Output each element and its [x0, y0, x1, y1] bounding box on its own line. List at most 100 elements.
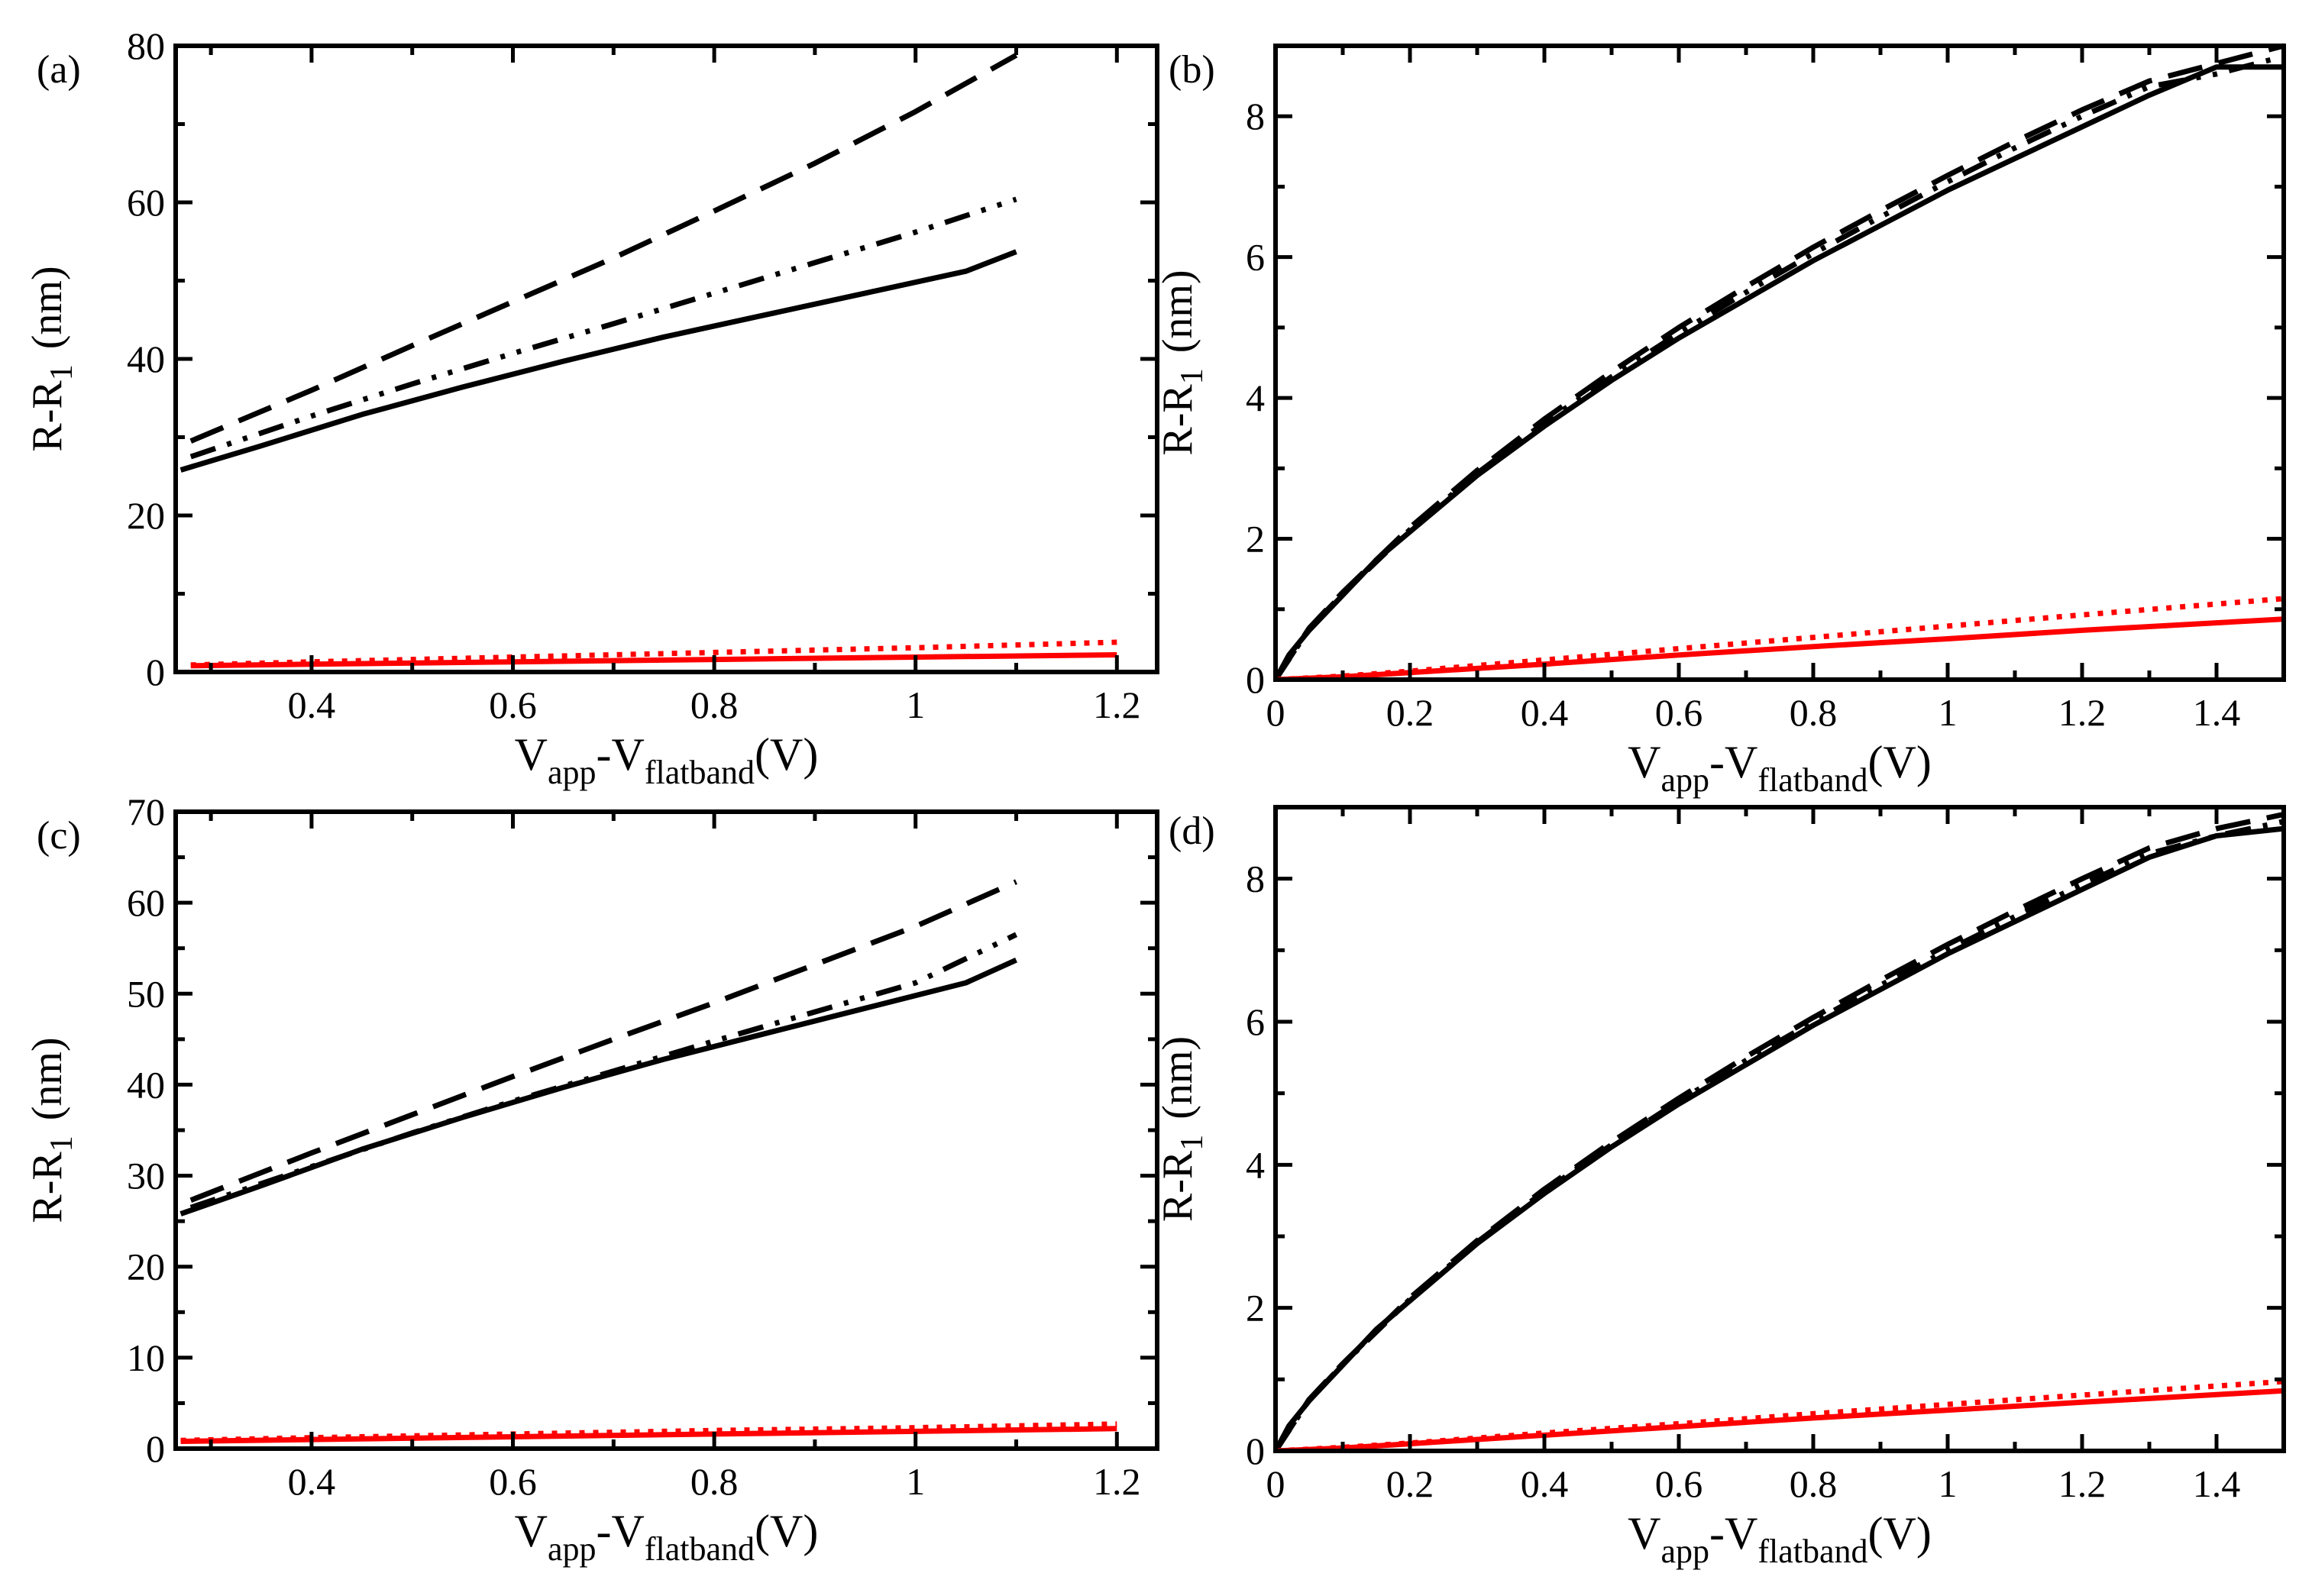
series-line-red-solid	[1276, 1388, 2284, 1451]
x-axis-label-xlabel-sub1: app	[548, 754, 597, 791]
x-axis-label-xlabel-sub2: flatband	[1757, 1533, 1867, 1570]
x-tick-label: 1.4	[2193, 1462, 2241, 1505]
x-tick-label: 0.4	[288, 683, 336, 726]
y-tick-label: 0	[1246, 1430, 1265, 1472]
series-line-black-dash-dot-dot	[189, 932, 1018, 1210]
series-line-black-solid	[179, 958, 1017, 1216]
x-tick-label: 1	[1939, 1462, 1958, 1505]
x-tick-label: 0.8	[1790, 691, 1838, 734]
x-tick-label: 0	[1266, 691, 1285, 734]
series-line-red-dotted	[1276, 1378, 2284, 1451]
series-line-black-dashed	[189, 879, 1017, 1203]
x-tick-label: 0.6	[489, 683, 537, 726]
x-tick-label: 0.4	[288, 1460, 336, 1503]
y-tick-label: 70	[127, 790, 165, 833]
x-tick-label: 0.4	[1521, 1462, 1569, 1505]
x-axis-label-xlabel: V	[515, 729, 548, 780]
panel-label: (c)	[37, 814, 81, 858]
x-axis-label-xlabel-mid: -V	[597, 729, 645, 780]
x-axis-label-xlabel-mid: -V	[1709, 737, 1757, 787]
series-line-black-solid	[179, 249, 1017, 473]
y-axis-label: R-R1 (nm)	[1154, 1036, 1210, 1222]
series-line-black-dash-dot-dot	[1276, 53, 2284, 680]
y-tick-label: 0	[146, 651, 165, 693]
x-axis-label-xlabel: V	[1628, 737, 1660, 787]
x-axis-label-xlabel-unit: (V)	[1868, 737, 1932, 787]
y-tick-label: 2	[1246, 518, 1265, 561]
series-line-red-dotted	[190, 639, 1117, 668]
y-axis-label-unit: (nm)	[24, 1037, 71, 1120]
y-tick-label: 0	[1246, 658, 1265, 701]
series-line-black-dashed	[1276, 43, 2284, 680]
x-axis-label-xlabel-unit: (V)	[755, 729, 818, 780]
y-axis-label-sub: 1	[44, 364, 79, 380]
y-tick-label: 4	[1246, 376, 1265, 419]
plot-frame	[1273, 805, 2286, 1453]
series-line-red-solid	[180, 1426, 1117, 1444]
x-tick-label: 0.2	[1386, 1462, 1434, 1505]
y-tick-label: 6	[1246, 236, 1265, 279]
series-group	[179, 879, 1117, 1444]
y-tick-label: 2	[1246, 1287, 1265, 1329]
x-tick-label: 0.6	[1655, 691, 1703, 734]
series-line-black-solid	[1276, 64, 2284, 680]
x-tick-label: 1	[906, 1460, 925, 1503]
y-axis-label-main: R-R	[1154, 1150, 1201, 1222]
x-axis-label-xlabel-sub1: app	[1661, 1533, 1710, 1570]
x-tick-label: 0	[1266, 1462, 1285, 1505]
y-tick-label: 10	[127, 1336, 165, 1379]
panel-a: 0.4 0.6 0.8 1 1.2020406080(a)R-R1(nm)Vapp-Vf…	[24, 24, 1159, 791]
y-axis-label-main: R-R	[24, 380, 71, 452]
x-axis-label: Vapp-Vflatband(V)	[1628, 1508, 1932, 1570]
panel-label: (a)	[37, 48, 81, 92]
series-line-black-dash-dot-dot	[1276, 819, 2284, 1451]
x-axis-label-xlabel: V	[515, 1506, 548, 1556]
y-tick-label: 8	[1246, 858, 1265, 900]
x-axis-label-xlabel-unit: (V)	[755, 1506, 818, 1556]
y-axis-label: R-R1 (nm)	[24, 1037, 79, 1223]
x-axis-label-xlabel-mid: -V	[597, 1506, 645, 1556]
x-axis-label: Vapp-Vflatband(V)	[1628, 737, 1932, 799]
series-group	[179, 53, 1117, 669]
y-tick-label: 20	[127, 1245, 165, 1288]
x-axis-label-xlabel-sub2: flatband	[645, 754, 755, 791]
x-tick-label: 0.8	[690, 683, 739, 726]
plot-frame	[173, 809, 1159, 1451]
y-axis-label-main: R-R	[1154, 384, 1201, 456]
x-tick-label: 1	[906, 683, 925, 726]
plot-frame	[173, 44, 1159, 674]
y-tick-label: 4	[1246, 1143, 1265, 1186]
panel-b: 0 0.2 0.4 0.6 0.8 1 1.2 1.402468(b)R-R1(nm)Vapp…	[1154, 43, 2286, 799]
x-axis-label: Vapp-Vflatband(V)	[515, 729, 819, 791]
y-tick-label: 80	[127, 24, 165, 67]
x-tick-label: 0.8	[1790, 1462, 1838, 1505]
y-tick-label: 40	[127, 338, 165, 380]
x-axis-label-xlabel-unit: (V)	[1868, 1508, 1932, 1559]
y-axis-label-sub: 1	[44, 1136, 79, 1152]
x-tick-label: 0.2	[1386, 691, 1434, 734]
plot-frame	[1273, 44, 2286, 682]
x-axis-label-xlabel: V	[1628, 1508, 1660, 1559]
x-axis-label-xlabel-sub1: app	[548, 1530, 597, 1568]
y-tick-label: 8	[1246, 95, 1265, 137]
y-tick-label: 6	[1246, 1000, 1265, 1043]
y-tick-label: 60	[127, 181, 165, 224]
x-tick-label: 1.2	[2058, 1462, 2107, 1505]
y-tick-label: 50	[127, 972, 165, 1015]
y-axis-label-sub: 1	[1175, 1135, 1210, 1151]
x-tick-label: 1.2	[1093, 683, 1141, 726]
x-tick-label: 1	[1939, 691, 1958, 734]
x-tick-label: 1.2	[1093, 1460, 1141, 1503]
x-tick-label: 0.6	[1655, 1462, 1703, 1505]
y-tick-label: 60	[127, 881, 165, 924]
y-axis-label-unit: (nm)	[24, 266, 71, 349]
panel-c: 0.4 0.6 0.8 1 1.2010203040506070(c)R-R1(nm)V…	[24, 790, 1159, 1568]
y-tick-label: 30	[127, 1155, 165, 1197]
x-tick-label: 0.6	[489, 1460, 537, 1503]
y-axis-label: R-R1 (nm)	[24, 266, 79, 451]
series-group	[1276, 811, 2284, 1451]
x-axis-label-xlabel-sub2: flatband	[1757, 761, 1867, 799]
x-axis-label: Vapp-Vflatband(V)	[515, 1506, 819, 1568]
x-tick-label: 1.4	[2193, 691, 2241, 734]
series-line-red-dotted	[1276, 596, 2284, 680]
